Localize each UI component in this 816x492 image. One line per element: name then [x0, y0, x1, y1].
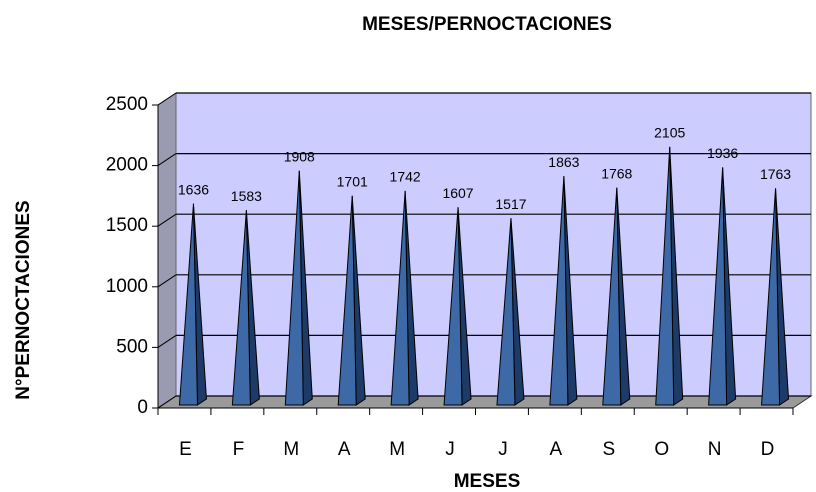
x-tick-label: O: [654, 439, 669, 460]
pyramid-front: [337, 195, 357, 406]
pyramid-front: [761, 188, 781, 406]
x-tick-label: N: [708, 439, 722, 460]
pyramid-front: [178, 203, 198, 406]
x-axis-label: MESES: [454, 471, 521, 492]
grid-line: [157, 153, 177, 167]
data-label: 1763: [760, 166, 791, 182]
x-tick-label: A: [550, 439, 563, 460]
chart-title: MESES/PERNOCTACIONES: [362, 14, 612, 35]
data-label: 1742: [390, 169, 421, 185]
pyramid-front: [443, 207, 463, 406]
y-axis-label: N°PERNOCTACIONES: [13, 200, 34, 399]
data-label: 1636: [178, 181, 209, 197]
side-wall: [157, 92, 177, 409]
x-tick-label: M: [283, 439, 299, 460]
x-tick-label: M: [389, 439, 405, 460]
x-tick-label: J: [498, 439, 508, 460]
pyramid-front: [496, 218, 516, 406]
x-tick-label: A: [338, 439, 351, 460]
grid-line: [157, 395, 177, 409]
pyramid-front: [655, 146, 675, 406]
data-label: 1863: [548, 154, 579, 170]
grid-line: [157, 334, 177, 348]
y-tick-label: 1000: [106, 276, 148, 297]
pyramid-front: [284, 170, 304, 406]
y-tick-label: 2500: [106, 94, 148, 115]
x-tick-label: E: [179, 439, 192, 460]
data-label: 1583: [231, 188, 262, 204]
y-tick-label: 1500: [106, 215, 148, 236]
y-tick-label: 500: [116, 336, 148, 357]
data-label: 2105: [654, 125, 685, 141]
data-label: 1517: [495, 196, 526, 212]
y-tick-label: 0: [137, 397, 148, 418]
x-tick-label: D: [761, 439, 775, 460]
grid-line: [157, 213, 177, 227]
data-label: 1701: [337, 174, 368, 190]
x-tick-label: S: [602, 439, 615, 460]
pyramid-front: [231, 210, 251, 406]
data-label: 1936: [707, 145, 738, 161]
x-tick-label: J: [445, 439, 455, 460]
x-tick-label: F: [233, 439, 245, 460]
data-label: 1768: [601, 165, 632, 181]
pyramid-front: [708, 167, 728, 406]
data-label: 1908: [284, 148, 315, 164]
pyramid-front: [390, 190, 410, 406]
data-label: 1607: [442, 185, 473, 201]
pyramid-front: [602, 187, 622, 406]
grid-line: [157, 274, 177, 288]
y-tick-label: 2000: [106, 155, 148, 176]
grid-line: [157, 92, 177, 106]
pyramid-front: [549, 176, 569, 406]
